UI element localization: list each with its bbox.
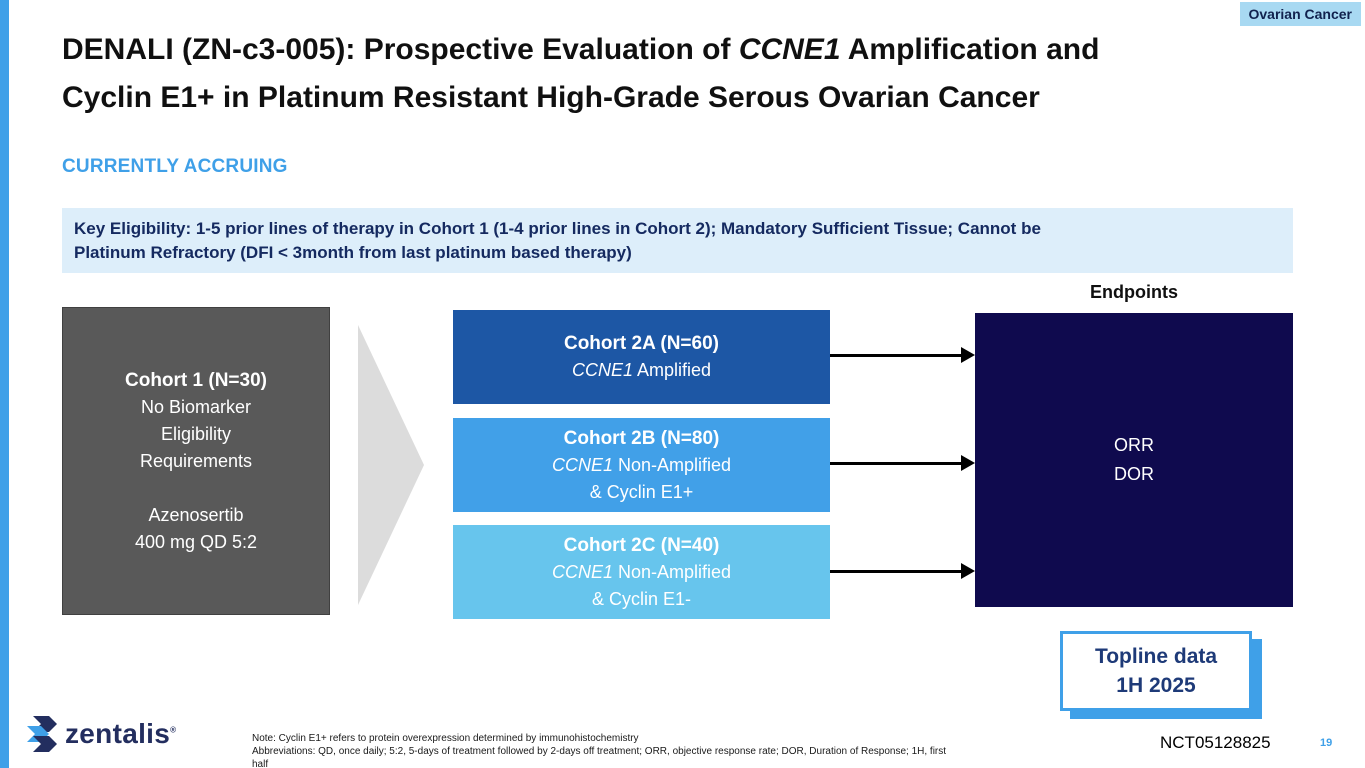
zentalis-wordmark-text: zentalis (65, 718, 171, 749)
topline-line2: 1H 2025 (1116, 674, 1196, 697)
arrow-shaft (830, 354, 961, 357)
registered-mark: ® (170, 725, 177, 735)
cohort2c-desc: CCNE1 Non-Amplified (453, 559, 830, 586)
cohort2a-desc: CCNE1 Amplified (453, 357, 830, 384)
arrowhead-icon (961, 563, 975, 579)
zentalis-logo: zentalis® (26, 716, 176, 752)
slide-title: DENALI (ZN-c3-005): Prospective Evaluati… (62, 26, 1302, 122)
zentalis-logo-icon (27, 716, 57, 752)
accrual-status: CURRENTLY ACCRUING (62, 156, 288, 177)
cohort1-treatment1: Azenosertib (148, 504, 244, 525)
cohort2c-rest: Non-Amplified (612, 561, 732, 582)
cohort2c-line2: & Cyclin E1- (591, 588, 692, 609)
zentalis-wordmark: zentalis® (65, 718, 176, 750)
title-gene-italic: CCNE1 (738, 33, 841, 66)
arrow-cohort2c-to-endpoints (830, 563, 975, 580)
topline-line1: Topline data (1094, 645, 1218, 668)
cohort2c-title: Cohort 2C (N=40) (563, 534, 720, 556)
cohort1-line2: Eligibility (160, 423, 232, 444)
cohort2c-box: Cohort 2C (N=40) CCNE1 Non-Amplified & C… (453, 525, 830, 619)
cohort2a-gene: CCNE1 (571, 360, 633, 380)
cohort2b-line2: & Cyclin E1+ (589, 481, 694, 502)
endpoints-label: Endpoints (1090, 282, 1178, 302)
arrowhead-icon (961, 455, 975, 471)
endpoint-orr: ORR (1114, 435, 1154, 455)
arrowhead-icon (961, 347, 975, 363)
flow-chevron-arrow (358, 325, 424, 605)
cohort2b-box: Cohort 2B (N=80) CCNE1 Non-Amplified & C… (453, 418, 830, 512)
indication-badge: Ovarian Cancer (1239, 2, 1361, 26)
footnote-note: Note: Cyclin E1+ refers to protein overe… (252, 733, 639, 744)
cohort2b-rest: Non-Amplified (612, 454, 732, 475)
cohort2a-title: Cohort 2A (N=60) (563, 333, 719, 354)
cohort1-line3: Requirements (139, 450, 253, 471)
title-line1-post: Amplification and (840, 33, 1100, 66)
cohort2b-title: Cohort 2B (N=80) (563, 427, 720, 449)
cohort1-treatment2: 400 mg QD 5:2 (134, 531, 258, 552)
footnotes: Note: Cyclin E1+ refers to protein overe… (252, 732, 952, 768)
cohort2a-rest: Amplified (632, 360, 712, 380)
cohort2b-desc: CCNE1 Non-Amplified (453, 452, 830, 479)
arrow-shaft (830, 570, 961, 573)
arrow-shaft (830, 462, 961, 465)
eligibility-line2: Platinum Refractory (DFI < 3month from l… (74, 243, 632, 262)
cohort2b-gene: CCNE1 (551, 454, 613, 475)
cohort2c-gene: CCNE1 (551, 561, 613, 582)
endpoints-box: ORR DOR (975, 313, 1293, 607)
key-eligibility-banner: Key Eligibility: 1-5 prior lines of ther… (62, 208, 1293, 273)
cohort1-line1: No Biomarker (140, 396, 252, 417)
topline-data-callout: Topline data 1H 2025 (1060, 631, 1252, 711)
arrow-cohort2a-to-endpoints (830, 347, 975, 364)
page-number: 19 (1320, 737, 1333, 749)
title-line2: Cyclin E1+ in Platinum Resistant High-Gr… (62, 81, 1040, 114)
left-accent-bar (0, 0, 9, 768)
cohort1-spacer (63, 475, 329, 502)
eligibility-line1: Key Eligibility: 1-5 prior lines of ther… (74, 219, 1041, 238)
footnote-abbreviations: Abbreviations: QD, once daily; 5:2, 5-da… (252, 746, 947, 768)
nct-number: NCT05128825 (1160, 733, 1271, 752)
arrow-cohort2b-to-endpoints (830, 455, 975, 472)
endpoint-dor: DOR (1114, 464, 1154, 484)
title-line1-pre: DENALI (ZN-c3-005): Prospective Evaluati… (62, 33, 739, 66)
cohort1-box: Cohort 1 (N=30) No Biomarker Eligibility… (62, 307, 330, 615)
cohort2a-box: Cohort 2A (N=60) CCNE1 Amplified (453, 310, 830, 404)
cohort1-title: Cohort 1 (N=30) (125, 369, 267, 391)
